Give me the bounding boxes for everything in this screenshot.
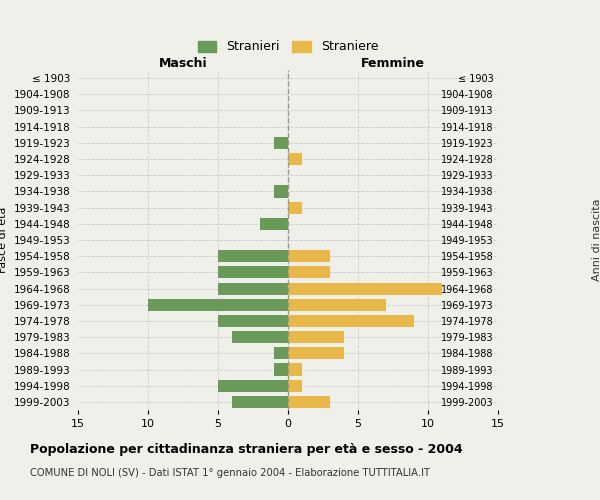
Bar — [288, 315, 414, 327]
Text: COMUNE DI NOLI (SV) - Dati ISTAT 1° gennaio 2004 - Elaborazione TUTTITALIA.IT: COMUNE DI NOLI (SV) - Dati ISTAT 1° genn… — [30, 468, 430, 477]
Text: Popolazione per cittadinanza straniera per età e sesso - 2004: Popolazione per cittadinanza straniera p… — [30, 442, 463, 456]
Bar — [288, 282, 442, 294]
Text: Femmine: Femmine — [361, 57, 425, 70]
Bar — [288, 250, 330, 262]
Text: Maschi: Maschi — [158, 57, 208, 70]
Bar — [274, 364, 288, 376]
Text: Anni di nascita: Anni di nascita — [592, 198, 600, 281]
Bar — [288, 266, 330, 278]
Bar — [232, 331, 288, 343]
Bar — [218, 250, 288, 262]
Bar — [274, 348, 288, 360]
Bar — [288, 396, 330, 408]
Bar — [218, 380, 288, 392]
Y-axis label: Fasce di età: Fasce di età — [0, 207, 8, 273]
Legend: Stranieri, Straniere: Stranieri, Straniere — [193, 36, 383, 59]
Bar — [288, 153, 302, 165]
Bar — [288, 348, 344, 360]
Bar — [218, 315, 288, 327]
Bar — [274, 137, 288, 149]
Bar — [232, 396, 288, 408]
Bar — [288, 331, 344, 343]
Bar — [288, 202, 302, 213]
Bar — [288, 298, 386, 311]
Bar — [218, 282, 288, 294]
Bar — [218, 266, 288, 278]
Bar — [260, 218, 288, 230]
Bar — [288, 380, 302, 392]
Bar — [274, 186, 288, 198]
Bar — [288, 364, 302, 376]
Bar — [148, 298, 288, 311]
